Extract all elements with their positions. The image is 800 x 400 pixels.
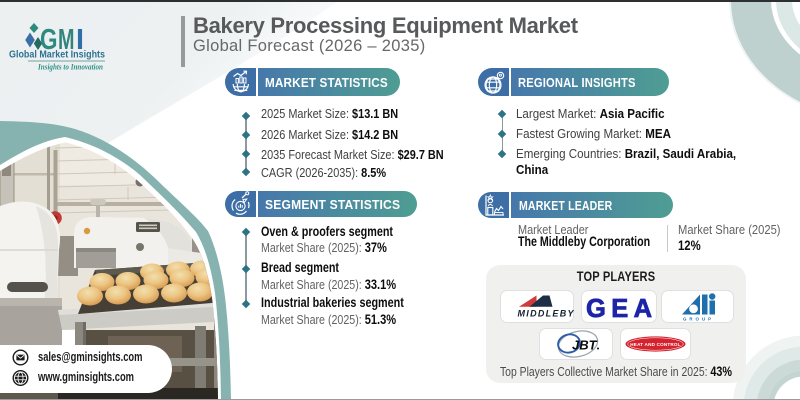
svg-text:I: I: [76, 24, 84, 56]
svg-text:G: G: [40, 24, 58, 56]
svg-text:Insights to Innovation: Insights to Innovation: [37, 62, 103, 72]
svg-text:MIDDLEBY: MIDDLEBY: [518, 309, 575, 319]
svg-text:Global Market Insights: Global Market Insights: [9, 49, 105, 61]
svg-text:HEAT AND CONTROL: HEAT AND CONTROL: [630, 342, 680, 347]
svg-text:M: M: [58, 24, 75, 56]
svg-text:GEA: GEA: [586, 295, 652, 323]
svg-text:GROUP: GROUP: [683, 317, 714, 322]
svg-text:JBT: JBT: [572, 338, 598, 353]
